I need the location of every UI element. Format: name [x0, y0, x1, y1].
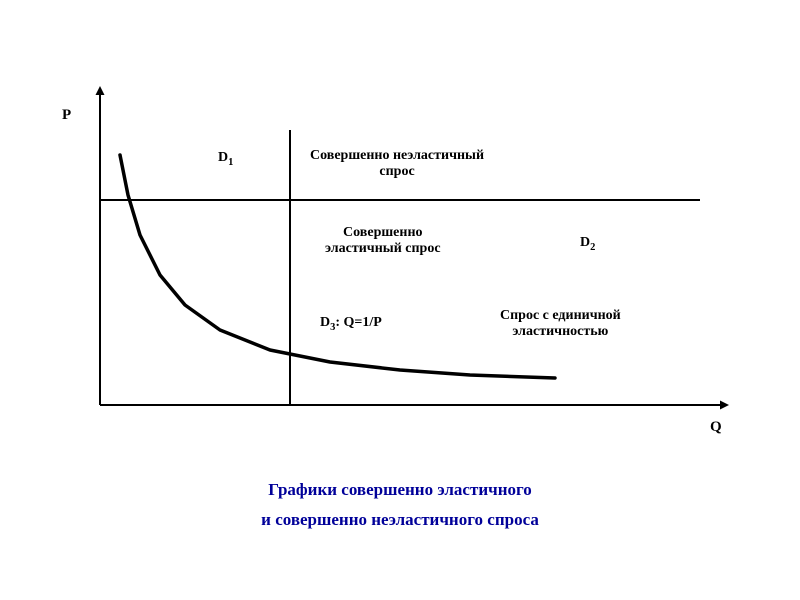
d3-description: Спрос с единичной эластичностью: [500, 308, 621, 340]
y-axis-label: P: [62, 107, 71, 124]
x-axis-label: Q: [710, 419, 722, 436]
d2-description: Совершенно эластичный спрос: [325, 225, 441, 257]
chart-caption-line-2: и совершенно неэластичного спроса: [0, 510, 800, 530]
chart-caption-line-1: Графики совершенно эластичного: [0, 480, 800, 500]
d2-label: D2: [580, 235, 595, 253]
demand-elasticity-chart: P Q D1 D2 D3: Q=1/P Совершенно неэластич…: [0, 0, 800, 600]
d3-label: D3: Q=1/P: [320, 315, 382, 333]
d1-description: Совершенно неэластичный спрос: [310, 148, 484, 180]
d1-label: D1: [218, 150, 233, 168]
